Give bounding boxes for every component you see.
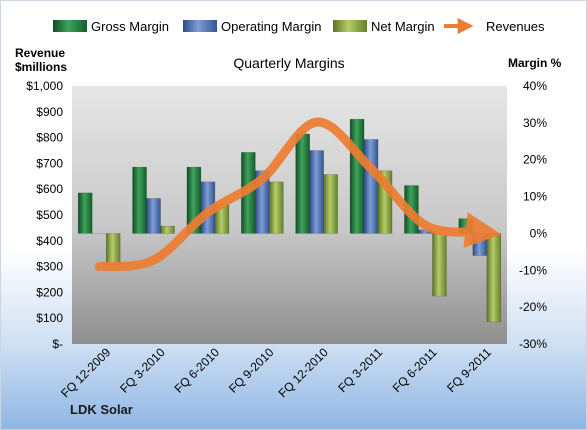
revenue-point-1 <box>153 259 155 261</box>
bar-operating-7 <box>472 233 488 256</box>
legend-swatch-operating <box>183 20 217 32</box>
bar-net-7 <box>486 233 502 323</box>
x-tick-4: FQ 12-2010 <box>276 345 331 400</box>
revenue-point-6 <box>424 224 426 226</box>
left-tick-3: $300 <box>36 260 63 274</box>
bar-net-4 <box>323 174 338 234</box>
revenue-point-0 <box>98 266 100 268</box>
bar-net-6 <box>432 233 447 297</box>
left-tick-7: $700 <box>36 156 63 170</box>
chart-title: Quarterly Margins <box>233 55 344 71</box>
bar-gross-5 <box>349 118 365 234</box>
left-axis-ticks: $- $100 $200 $300 $400 $500 $600 $700 $800 $900 $1… <box>26 79 63 351</box>
y-left-title-line2: $millions <box>15 60 67 74</box>
legend-label-net: Net Margin <box>371 19 435 34</box>
right-tick-2: -10% <box>519 263 547 277</box>
left-tick-5: $500 <box>36 208 63 222</box>
x-tick-2: FQ 6-2010 <box>172 345 223 396</box>
revenue-point-7 <box>479 231 481 233</box>
legend-swatch-gross <box>53 20 87 32</box>
x-tick-7: FQ 9-2011 <box>444 345 494 395</box>
legend-label-gross: Gross Margin <box>91 19 169 34</box>
x-tick-3: FQ 9-2010 <box>226 345 277 396</box>
x-tick-1: FQ 3-2010 <box>117 345 168 396</box>
left-tick-10: $1,000 <box>26 79 63 93</box>
right-axis-ticks: -30% -20% -10% 0% 10% 20% 30% 40% <box>519 79 547 351</box>
x-tick-5: FQ 3-2011 <box>335 345 385 395</box>
revenue-point-4 <box>316 121 318 123</box>
left-tick-4: $400 <box>36 234 63 248</box>
bars-layer <box>77 118 502 323</box>
right-tick-3: 0% <box>530 226 548 240</box>
x-tick-6: FQ 6-2011 <box>390 345 440 395</box>
revenue-line <box>94 117 502 272</box>
x-axis-ticks: FQ 12-2009 FQ 3-2010 FQ 6-2010 FQ 9-2010 FQ … <box>58 345 494 400</box>
y-left-title-line1: Revenue <box>15 46 65 60</box>
x-tick-0: FQ 12-2009 <box>58 345 113 400</box>
legend: Gross Margin Operating Margin Net Margin… <box>53 18 545 34</box>
right-tick-6: 30% <box>523 116 547 130</box>
right-tick-5: 20% <box>523 153 547 167</box>
revenue-point-2 <box>207 211 209 213</box>
legend-label-revenues: Revenues <box>486 19 545 34</box>
left-tick-2: $200 <box>36 285 63 299</box>
left-tick-6: $600 <box>36 182 63 196</box>
bar-gross-0 <box>77 192 93 234</box>
legend-swatch-net <box>333 20 367 32</box>
left-tick-9: $900 <box>36 105 63 119</box>
revenue-point-5 <box>370 168 372 170</box>
right-tick-0: -30% <box>519 337 547 351</box>
bar-gross-4 <box>295 133 310 234</box>
bar-operating-5 <box>363 139 379 234</box>
bar-operating-4 <box>309 150 324 234</box>
left-tick-8: $800 <box>36 131 63 145</box>
bar-net-3 <box>269 181 284 234</box>
company-label: LDK Solar <box>70 402 133 417</box>
revenue-layer <box>94 117 502 272</box>
left-tick-0: $- <box>52 337 63 351</box>
bar-gross-1 <box>132 166 147 234</box>
bar-net-1 <box>160 225 175 234</box>
revenue-point-3 <box>261 178 263 180</box>
y-right-title: Margin % <box>508 56 562 70</box>
legend-label-operating: Operating Margin <box>221 19 321 34</box>
right-tick-4: 10% <box>523 190 547 204</box>
bar-operating-1 <box>146 198 161 234</box>
right-tick-1: -20% <box>519 300 547 314</box>
right-tick-7: 40% <box>523 79 547 93</box>
bar-net-0 <box>105 233 121 266</box>
left-tick-1: $100 <box>36 311 63 325</box>
